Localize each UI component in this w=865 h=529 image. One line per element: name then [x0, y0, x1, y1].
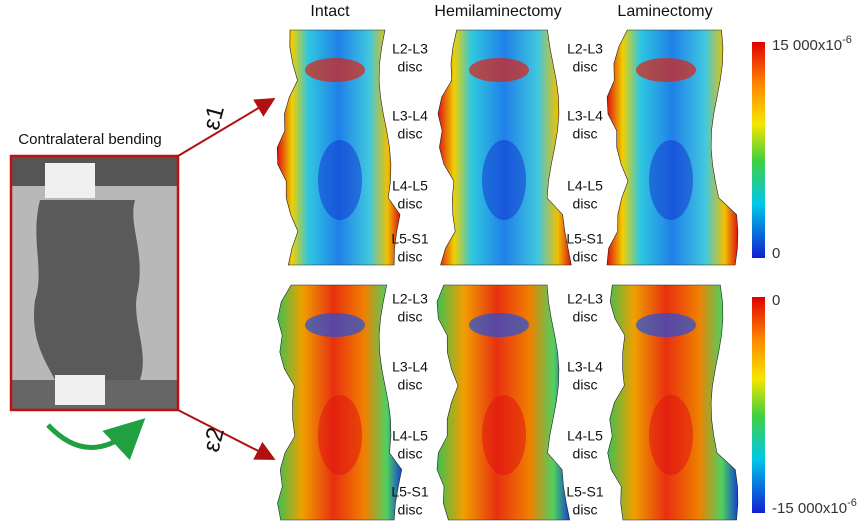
disc-level: L3-L4 [392, 359, 428, 375]
colorbar-label: 0 [772, 292, 780, 309]
disc-word: disc [398, 502, 423, 518]
disc-word: disc [398, 309, 423, 325]
strain-blob [636, 58, 696, 82]
column-header: Intact [310, 3, 350, 20]
disc-level: L4-L5 [392, 178, 428, 194]
disc-word: disc [573, 59, 598, 75]
colorbar-exponent: -6 [847, 497, 857, 509]
disc-word: disc [398, 377, 423, 393]
disc-level: L5-S1 [566, 231, 604, 247]
strain-blob [649, 395, 693, 475]
disc-level: L4-L5 [567, 178, 603, 194]
strain-blob [649, 140, 693, 220]
colorbar [752, 297, 765, 513]
column-header: Laminectomy [617, 3, 712, 20]
disc-level: L5-S1 [391, 484, 429, 500]
disc-level: L3-L4 [392, 108, 428, 124]
strain-blob [305, 313, 365, 337]
colorbar-text: 15 000x10 [772, 37, 842, 54]
strain-blob [469, 313, 529, 337]
disc-word: disc [398, 446, 423, 462]
disc-word: disc [398, 249, 423, 265]
disc-level: L3-L4 [567, 108, 603, 124]
disc-word: disc [573, 502, 598, 518]
disc-level: L2-L3 [567, 41, 603, 57]
specimen-photo [9, 154, 180, 412]
column-header: Hemilaminectomy [434, 3, 561, 20]
strain-blob [636, 313, 696, 337]
disc-word: disc [573, 309, 598, 325]
disc-word: disc [573, 126, 598, 142]
disc-level: L2-L3 [567, 291, 603, 307]
disc-word: disc [398, 196, 423, 212]
disc-level: L4-L5 [392, 428, 428, 444]
colorbar [752, 42, 765, 258]
disc-level: L4-L5 [567, 428, 603, 444]
colorbar-text: 0 [772, 245, 780, 262]
disc-level: L5-S1 [391, 231, 429, 247]
disc-level: L5-S1 [566, 484, 604, 500]
arrow [177, 97, 276, 157]
disc-word: disc [573, 446, 598, 462]
disc-word: disc [398, 59, 423, 75]
bending-arrow [46, 418, 146, 461]
colorbar-label: 0 [772, 245, 780, 262]
arrow [177, 409, 276, 460]
strain-blob [305, 58, 365, 82]
colorbar-label: -15 000x10-6 [772, 497, 857, 517]
colorbar-label: 15 000x10-6 [772, 34, 852, 54]
strain-blob [482, 395, 526, 475]
disc-word: disc [573, 377, 598, 393]
strain-label: ε2 [198, 425, 230, 455]
disc-level: L2-L3 [392, 291, 428, 307]
loading-label: Contralateral bending [18, 131, 161, 148]
disc-level: L2-L3 [392, 41, 428, 57]
disc-word: disc [398, 126, 423, 142]
strain-blob [469, 58, 529, 82]
strain-blob [318, 395, 362, 475]
colorbar-exponent: -6 [842, 34, 852, 46]
colorbar-text: -15 000x10 [772, 500, 847, 517]
strain-blob [318, 140, 362, 220]
disc-word: disc [573, 196, 598, 212]
strain-blob [482, 140, 526, 220]
disc-word: disc [573, 249, 598, 265]
colorbar-text: 0 [772, 292, 780, 309]
disc-level: L3-L4 [567, 359, 603, 375]
